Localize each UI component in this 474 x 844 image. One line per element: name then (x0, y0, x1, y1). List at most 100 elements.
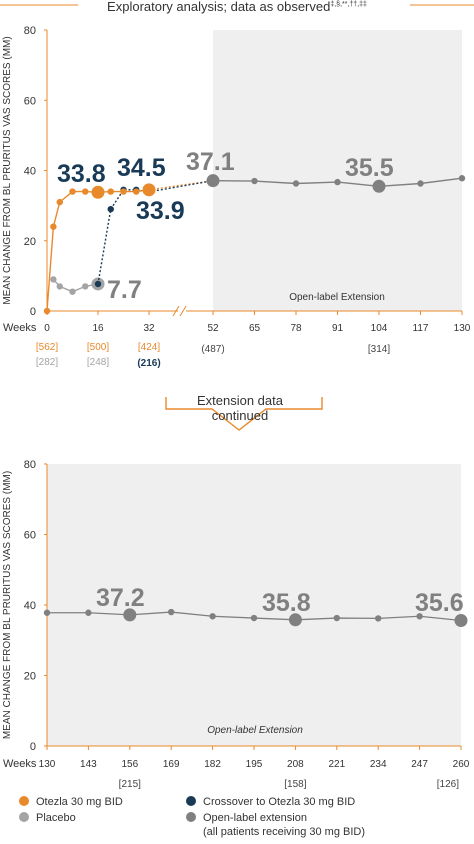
x-tick-label: 221 (328, 759, 345, 770)
n-count-label: (487) (201, 344, 224, 355)
data-point-extension (417, 180, 424, 187)
x-tick-label: 104 (371, 323, 388, 334)
n-count-label: (216) (137, 358, 160, 369)
chart-2: Open-label Extension 0 20 40 60 80 MEAN CHANGE… (2, 459, 470, 790)
data-point-extension (209, 613, 216, 620)
y-tick-label: 0 (30, 306, 36, 318)
data-point-otezla (120, 188, 127, 195)
value-callout: 34.5 (117, 154, 166, 182)
x-tick-label: 16 (92, 323, 104, 334)
legend-label: Crossover to Otezla 30 mg BID (203, 796, 355, 808)
value-callout: 35.8 (262, 589, 311, 617)
y-tick-label: 60 (24, 530, 36, 542)
data-point-extension (43, 609, 51, 616)
data-point-extension (458, 175, 466, 182)
value-callout: 35.6 (415, 589, 464, 617)
y-tick-label: 40 (24, 166, 36, 178)
data-point-otezla (107, 188, 114, 195)
n-count-label: [314] (368, 344, 390, 355)
data-point-extension (454, 614, 468, 628)
x-tick-label: 143 (80, 759, 97, 770)
x-tick-label: 78 (290, 323, 302, 334)
x-tick-label: 32 (143, 323, 155, 334)
y-tick-label: 40 (24, 600, 36, 612)
y-tick-label: 60 (24, 95, 36, 107)
legend-label-sub: (all patients receiving 30 mg BID) (203, 826, 365, 838)
data-point-otezla (69, 188, 76, 195)
weeks-label: Weeks (3, 758, 37, 770)
data-point-placebo (82, 283, 89, 290)
value-callout: 33.9 (136, 197, 185, 225)
value-callout: 37.2 (96, 584, 145, 612)
x-tick-label: 260 (453, 759, 470, 770)
x-tick-label: 156 (121, 759, 138, 770)
divider-line1: Extension data (197, 393, 284, 408)
value-callout: 37.1 (186, 148, 235, 176)
data-point-otezla (50, 223, 57, 230)
data-point-placebo (56, 283, 63, 290)
chart-1: Open-label Extension 0 20 40 60 80 MEAN CHANGE… (2, 25, 471, 369)
legend-marker-otezla (19, 796, 29, 806)
x-tick-label: 208 (287, 759, 304, 770)
data-point-crossover (107, 205, 114, 213)
x-tick-label: 52 (207, 323, 219, 334)
extension-region-label: Open-label Extension (207, 725, 303, 736)
x-tick-label: 130 (454, 323, 471, 334)
n-count-label: [158] (284, 779, 306, 790)
axis-break-mark (179, 305, 187, 317)
extension-divider: Extension data continued (165, 393, 323, 431)
data-point-extension (372, 179, 386, 193)
x-tick-label: 169 (163, 759, 180, 770)
legend-marker-crossover (186, 796, 196, 806)
data-point-otezla (91, 185, 105, 199)
n-count-label: [215] (119, 779, 141, 790)
divider-bracket (165, 397, 323, 431)
data-point-otezla (56, 198, 63, 206)
data-point-extension (85, 609, 92, 616)
divider-line2: continued (212, 408, 268, 423)
data-point-placebo (50, 276, 57, 283)
value-callout: 7.7 (107, 276, 142, 304)
connector-crossover-extension (148, 180, 214, 193)
data-point-crossover (94, 280, 102, 288)
x-tick-label: 247 (411, 759, 428, 770)
data-point-otezla (133, 188, 140, 195)
data-point-extension (375, 615, 382, 622)
data-point-extension (292, 180, 300, 187)
axis-break-mark (172, 305, 180, 317)
y-axis-label: MEAN CHANGE FROM BL PRURITUS VAS SCORES … (2, 471, 13, 739)
legend-marker-placebo (19, 812, 29, 822)
y-tick-label: 80 (24, 459, 36, 471)
data-point-extension (334, 178, 341, 186)
y-axis-label: MEAN CHANGE FROM BL PRURITUS VAS SCORES … (2, 36, 13, 304)
y-tick-label: 20 (24, 671, 36, 683)
y-tick-label: 0 (30, 741, 36, 753)
x-tick-label: 130 (39, 759, 56, 770)
legend-label: Placebo (36, 812, 76, 824)
x-tick-label: 65 (249, 323, 261, 334)
y-tick-label: 20 (24, 236, 36, 248)
x-tick-label: 117 (413, 323, 429, 334)
legend-marker-extension (186, 812, 196, 822)
n-count-label: [282] (36, 357, 58, 368)
value-callout: 35.5 (345, 154, 394, 182)
x-tick-label: 0 (44, 323, 50, 334)
data-point-extension (288, 613, 302, 627)
n-count-label: [424] (138, 342, 160, 353)
n-count-label: [562] (36, 342, 58, 353)
x-tick-label: 234 (370, 759, 387, 770)
legend-label: Open-label extension (203, 812, 307, 824)
data-point-extension (251, 177, 258, 185)
data-point-otezla (43, 307, 51, 315)
data-point-placebo (69, 288, 76, 295)
value-callout: 33.8 (57, 160, 106, 188)
n-count-label: [500] (87, 342, 109, 353)
legend-label: Otezla 30 mg BID (36, 796, 123, 808)
header-title: Exploratory analysis; data as observed‡,… (107, 0, 367, 14)
data-point-extension (168, 608, 175, 616)
y-tick-label: 80 (24, 25, 36, 37)
n-count-label: [248] (87, 357, 109, 368)
n-count-label: [126] (437, 779, 459, 790)
header-title-text: Exploratory analysis; data as observed (107, 0, 330, 14)
